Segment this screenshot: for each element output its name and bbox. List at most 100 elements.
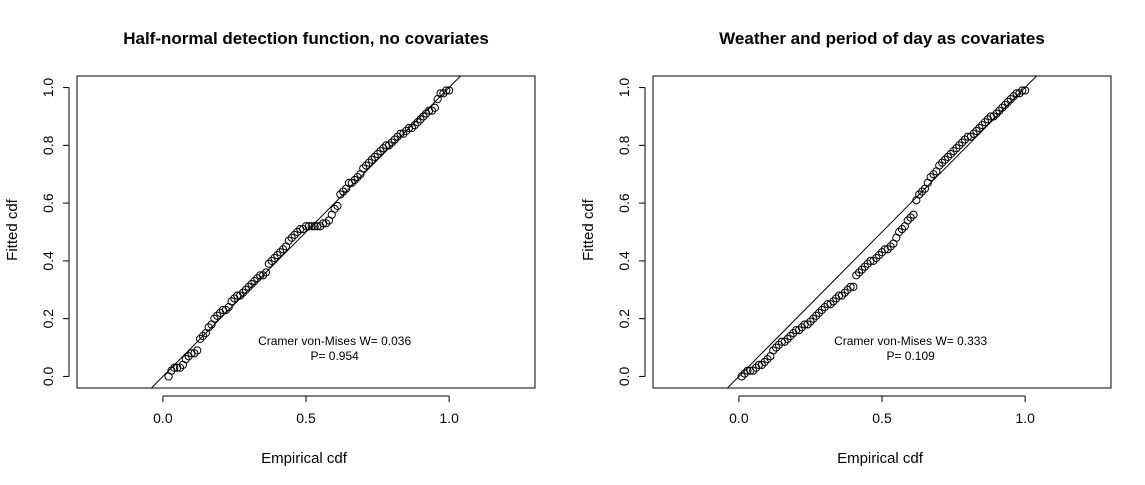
data-point: [998, 103, 1007, 112]
data-point: [837, 291, 847, 300]
data-point: [980, 118, 990, 127]
chart-panel-1: Half-normal detection function, no covar…: [4, 29, 536, 467]
y-tick-label: 0.6: [616, 193, 632, 213]
data-point: [886, 242, 895, 251]
data-point: [430, 103, 439, 112]
data-point: [336, 190, 345, 199]
data-point: [419, 112, 428, 121]
data-point: [926, 173, 935, 182]
data-point: [903, 216, 912, 225]
data-point: [803, 320, 812, 329]
data-point: [757, 360, 766, 369]
data-point: [855, 268, 864, 277]
data-point: [330, 204, 339, 213]
data-point: [227, 297, 236, 306]
data-point: [794, 326, 804, 335]
x-tick-label: 1.0: [1015, 410, 1035, 426]
data-point: [958, 138, 967, 147]
data-point: [989, 112, 998, 121]
data-point: [442, 86, 451, 95]
data-point: [935, 161, 944, 170]
y-tick-label: 0.0: [40, 367, 56, 387]
data-point: [198, 331, 208, 341]
y-tick-label: 0.2: [40, 309, 56, 329]
data-point: [445, 86, 454, 95]
data-point: [1018, 86, 1027, 95]
data-point: [946, 149, 955, 159]
y-axis-label: Fitted cdf: [4, 198, 21, 261]
data-point: [1000, 100, 1010, 109]
data-point: [955, 141, 964, 150]
data-point: [258, 271, 268, 280]
data-point: [829, 297, 838, 306]
data-point: [737, 372, 746, 381]
data-point: [826, 300, 835, 309]
data-point: [244, 282, 253, 291]
data-point: [270, 253, 279, 263]
data-point: [284, 236, 293, 245]
data-point: [359, 164, 368, 173]
data-point: [221, 305, 230, 315]
data-point: [399, 129, 408, 138]
data-point: [279, 245, 288, 254]
y-tick-label: 0.6: [40, 193, 56, 213]
data-point: [410, 121, 419, 130]
data-point: [897, 225, 907, 234]
data-point: [195, 334, 205, 343]
y-tick-label: 0.8: [40, 135, 56, 155]
data-point: [373, 149, 382, 159]
data-point: [261, 268, 271, 277]
data-point: [966, 132, 975, 141]
y-axis-label: Fitted cdf: [580, 198, 597, 261]
data-point: [376, 147, 385, 156]
data-point: [362, 161, 371, 170]
data-point: [290, 230, 299, 239]
y-tick-label: 0.2: [616, 309, 632, 329]
data-point: [1021, 86, 1030, 95]
chart-panel-2: Weather and period of day as covariates 0…: [580, 29, 1112, 467]
data-point: [812, 311, 821, 320]
x-tick-label: 0.5: [296, 410, 316, 426]
data-point: [869, 256, 878, 265]
data-point: [883, 245, 892, 254]
data-point: [384, 141, 394, 150]
data-point: [943, 152, 952, 161]
data-point: [364, 158, 374, 167]
data-point: [350, 175, 359, 185]
data-point: [273, 251, 282, 260]
data-point: [250, 277, 259, 286]
data-point: [333, 201, 342, 211]
data-point: [749, 366, 758, 375]
data-point: [390, 135, 399, 144]
data-point: [416, 115, 425, 124]
data-point: [193, 346, 202, 355]
data-point: [370, 152, 379, 161]
data-point: [407, 123, 417, 133]
data-point: [760, 357, 769, 367]
chart-title: Weather and period of day as covariates: [719, 29, 1045, 48]
x-axis-label: Empirical cdf: [837, 450, 924, 467]
data-point: [170, 363, 179, 372]
data-point: [1003, 97, 1013, 107]
data-point: [763, 355, 772, 364]
data-point: [857, 265, 867, 274]
data-point: [181, 355, 190, 364]
data-point: [929, 170, 938, 179]
cramer-von-mises-statistic: Cramer von-Mises W= 0.333: [834, 334, 987, 348]
data-point: [972, 126, 981, 135]
data-point: [978, 121, 987, 130]
data-point: [846, 282, 855, 291]
p-value: P= 0.109: [886, 349, 935, 363]
data-point: [915, 190, 924, 199]
data-point: [806, 317, 815, 326]
reference-line: [726, 76, 1038, 388]
data-point: [992, 109, 1001, 118]
data-point: [353, 173, 362, 182]
x-tick-label: 0.0: [729, 410, 749, 426]
data-point: [786, 331, 795, 341]
data-point: [895, 227, 904, 237]
y-tick-label: 0.0: [616, 367, 632, 387]
data-point: [849, 282, 858, 291]
plot-frame: [652, 75, 1112, 389]
data-point: [875, 251, 884, 260]
